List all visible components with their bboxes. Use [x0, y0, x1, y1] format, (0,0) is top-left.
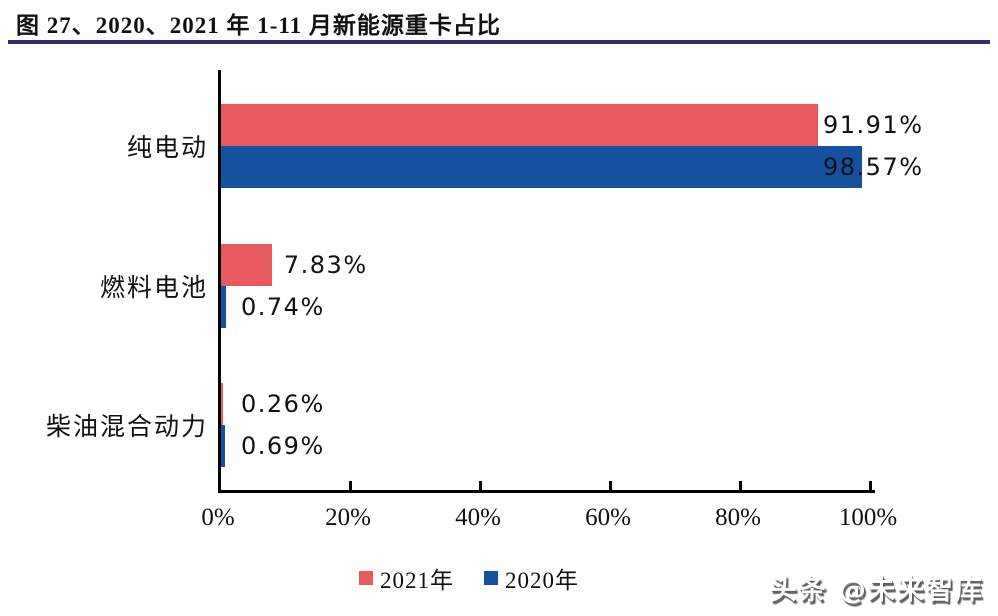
value-label-2020年-纯电动: 98.57% [823, 153, 924, 181]
bar-2020年-燃料电池 [221, 285, 226, 328]
x-axis-tick [869, 481, 872, 490]
x-tick-label-60%: 60% [585, 504, 631, 531]
category-label-燃料电池: 燃料电池 [99, 274, 208, 302]
value-label-2020年-柴油混合动力: 0.69% [241, 432, 325, 460]
legend-swatch-icon [484, 571, 498, 585]
value-label-2020年-燃料电池: 0.74% [241, 292, 325, 321]
bar-2021年-纯电动 [221, 104, 819, 146]
legend-label: 2021年 [380, 568, 454, 593]
plot-area: 91.91% 98.57% 7.83% 0.74% 0.26% 0.69% [218, 70, 922, 493]
legend-label: 2020年 [505, 568, 579, 593]
chart-legend: 2021年 2020年 [0, 561, 938, 595]
bar-2020年-纯电动 [221, 146, 862, 188]
bar-2020年-柴油混合动力 [221, 425, 226, 467]
x-tick-label-20%: 20% [325, 504, 371, 531]
x-tick-label-0%: 0% [201, 504, 235, 531]
bar-2021年-燃料电池 [221, 243, 272, 286]
category-label-纯电动: 纯电动 [126, 135, 208, 162]
bar-2021年-柴油混合动力 [221, 383, 223, 425]
legend-swatch-icon [359, 571, 373, 585]
title-divider [8, 40, 990, 44]
x-axis-tick [479, 481, 482, 490]
watermark-text: 头条 @未来智库 [769, 575, 984, 606]
value-label-2021年-燃料电池: 7.83% [283, 250, 368, 279]
legend-item-2020年: 2020年 [484, 561, 579, 595]
x-tick-label-80%: 80% [715, 504, 761, 531]
x-axis-tick [349, 481, 352, 490]
legend-item-2021年: 2021年 [359, 561, 454, 595]
category-label-柴油混合动力: 柴油混合动力 [45, 414, 208, 441]
chart-title: 图 27、2020、2021 年 1-11 月新能源重卡占比 [16, 13, 501, 38]
x-axis-tick [739, 481, 742, 490]
x-tick-label-40%: 40% [455, 504, 501, 531]
value-label-2021年-柴油混合动力: 0.26% [241, 390, 325, 418]
x-tick-label-100%: 100% [838, 504, 898, 531]
x-axis-tick [609, 481, 612, 490]
value-label-2021年-纯电动: 91.91% [823, 111, 924, 139]
